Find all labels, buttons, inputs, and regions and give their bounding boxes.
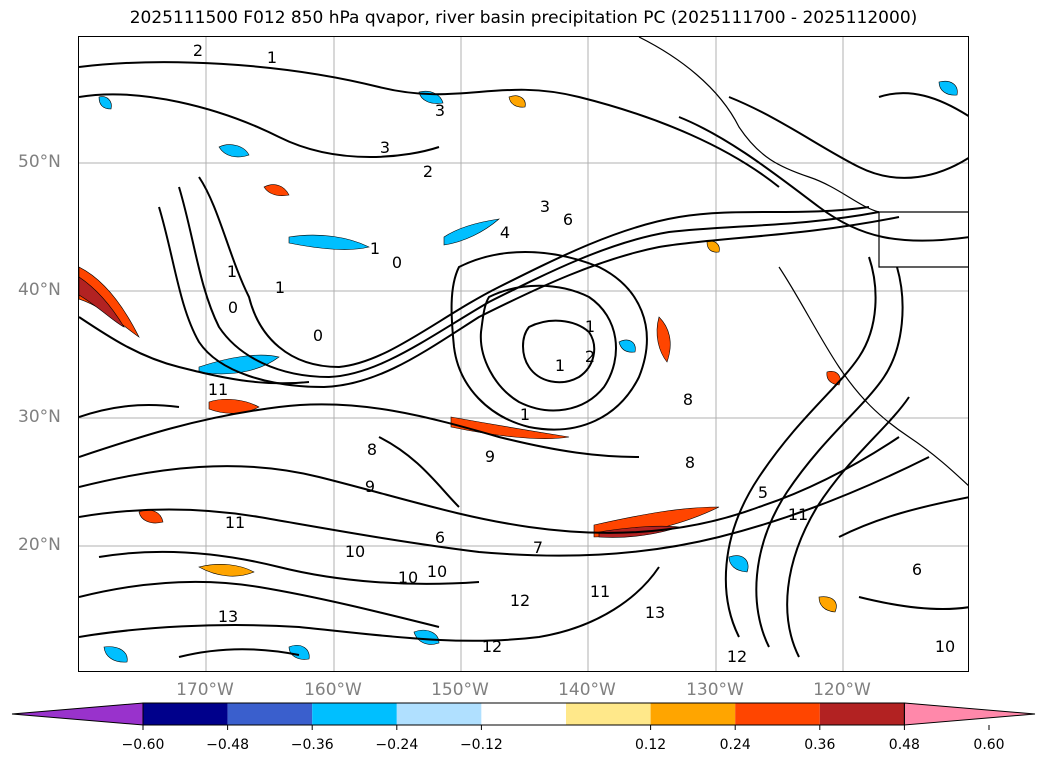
contour-line	[858, 596, 968, 610]
contour-line	[79, 456, 930, 557]
contour-line	[79, 436, 900, 534]
shade-patch	[208, 398, 260, 414]
map-panel[interactable]	[78, 36, 969, 672]
shade-patch	[728, 555, 749, 573]
shade-patch	[618, 339, 636, 353]
colorbar-tick-label: −0.60	[121, 737, 165, 753]
shade-patch	[198, 563, 255, 577]
lon-label-170w: 170°W	[176, 680, 234, 700]
shade-patch	[288, 234, 370, 250]
colorbar-tick-label: 0.24	[719, 737, 751, 753]
coastline	[638, 37, 968, 486]
shade-patch	[263, 184, 290, 197]
colorbar-segment	[481, 703, 566, 725]
contour-line	[728, 96, 968, 179]
shade-patch	[938, 80, 958, 96]
colorbar-border	[142, 702, 905, 726]
shade-patch	[508, 95, 526, 108]
contour-line	[378, 436, 460, 508]
contour-line	[98, 550, 480, 585]
contour-line	[755, 266, 904, 648]
map-canvas	[79, 37, 968, 671]
colorbar-tick-label: −0.36	[290, 737, 334, 753]
colorbar-tick-label: 0.36	[804, 737, 836, 753]
lat-label-30n: 30°N	[18, 407, 61, 427]
lat-label-20n: 20°N	[18, 535, 61, 555]
shade-patch	[443, 218, 500, 246]
border-path	[878, 212, 968, 268]
shade-patch	[98, 96, 112, 110]
contour-line	[786, 396, 910, 658]
colorbar-tick-label: 0.48	[888, 737, 920, 753]
colorbar-tick-label: −0.12	[459, 737, 503, 753]
precip-shading	[79, 80, 958, 663]
contour-line	[79, 566, 660, 642]
colorbar-tick-label: 0.60	[973, 737, 1005, 753]
colorbar-segment	[650, 703, 736, 725]
shade-patch	[826, 371, 841, 386]
shade-patch	[818, 596, 837, 613]
contour-line	[79, 93, 440, 158]
contour-line	[178, 186, 880, 379]
contour-line	[450, 251, 648, 431]
contour-line	[79, 403, 640, 458]
lat-label-40n: 40°N	[18, 280, 61, 300]
colorbar-segment	[735, 703, 820, 725]
contour-line	[79, 61, 780, 188]
shade-patch	[79, 276, 125, 328]
contour-line	[522, 319, 596, 384]
colorbar-tick-label: −0.24	[375, 737, 419, 753]
contour-line	[724, 256, 877, 638]
lon-label-130w: 130°W	[686, 680, 744, 700]
contour-line	[79, 404, 180, 418]
lon-label-150w: 150°W	[431, 680, 489, 700]
colorbar-segment	[566, 703, 651, 725]
colorbar-extend-low	[11, 702, 144, 726]
colorbar-tick-label: −0.48	[206, 737, 250, 753]
contour-line	[838, 496, 968, 538]
colorbar-segment	[312, 703, 397, 725]
contour-line	[158, 206, 900, 389]
contour-line	[479, 284, 617, 412]
graticule	[79, 37, 968, 671]
colorbar-segment	[227, 703, 313, 725]
shade-patch	[218, 144, 250, 158]
colorbar-segment	[143, 703, 228, 725]
shade-patch	[103, 646, 128, 663]
contour-line	[79, 580, 440, 628]
colorbar-segment	[396, 703, 482, 725]
lon-label-160w: 160°W	[304, 680, 362, 700]
chart-title: 2025111500 F012 850 hPa qvapor, river ba…	[129, 8, 918, 28]
contour-line	[198, 176, 870, 369]
contour-line	[79, 316, 310, 385]
lon-label-120w: 120°W	[813, 680, 871, 700]
colorbar-tick-label: 0.12	[635, 737, 667, 753]
qvapor-contours	[79, 61, 968, 658]
lat-label-50n: 50°N	[18, 152, 61, 172]
colorbar-segment	[819, 703, 905, 725]
contour-line	[678, 116, 968, 242]
contour-line	[178, 648, 300, 658]
shade-patch	[656, 316, 671, 363]
colorbar-extend-high	[903, 702, 1036, 726]
shade-patch	[706, 240, 720, 253]
coastline-path	[778, 266, 968, 486]
contour-line	[878, 92, 968, 117]
lon-label-140w: 140°W	[558, 680, 616, 700]
shade-patch	[198, 354, 280, 375]
coastline-path	[638, 37, 968, 213]
